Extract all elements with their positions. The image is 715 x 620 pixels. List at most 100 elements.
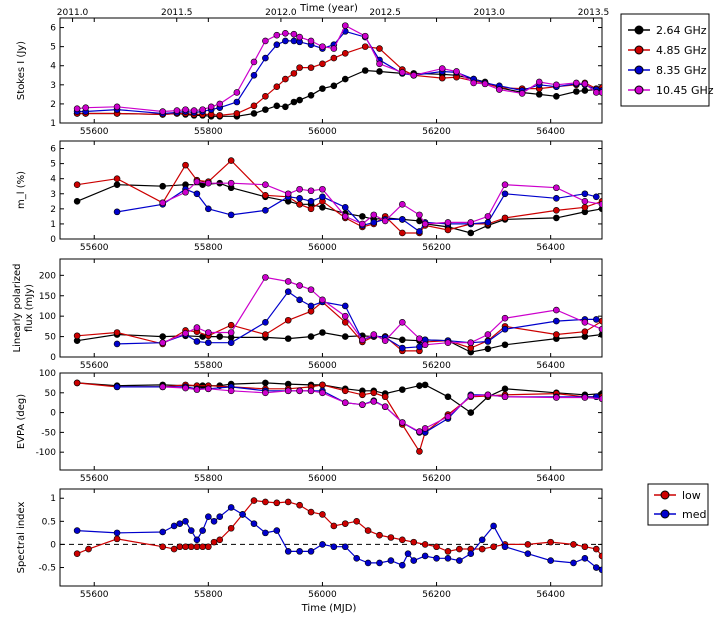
y-tick-label: 50: [45, 333, 57, 343]
data-point: [319, 185, 326, 193]
data-point: [416, 335, 423, 342]
data-point: [319, 204, 326, 211]
y-tick-label: 3: [50, 190, 56, 200]
data-point: [444, 339, 452, 347]
data-point: [319, 389, 326, 397]
data-point: [399, 386, 406, 393]
data-point: [262, 529, 269, 537]
data-point: [210, 518, 218, 525]
data-point: [433, 554, 440, 562]
y-tick-label: 0.5: [42, 517, 56, 527]
series-10-45-ghz: [159, 178, 602, 228]
data-point: [199, 106, 206, 113]
data-point: [73, 198, 81, 205]
x-tick-label: 55600: [80, 361, 109, 371]
data-point: [598, 89, 602, 96]
y-axis-label: m_l (%): [16, 171, 27, 209]
data-point: [438, 74, 446, 82]
data-point: [193, 178, 201, 186]
data-point: [553, 331, 560, 338]
data-point: [284, 316, 292, 324]
data-point: [273, 527, 281, 534]
data-point: [159, 383, 166, 391]
data-point: [484, 219, 492, 226]
series-line: [77, 382, 602, 453]
data-point: [227, 387, 235, 395]
data-point: [573, 88, 580, 95]
data-point: [553, 317, 560, 325]
data-point: [296, 548, 303, 555]
data-point: [176, 520, 184, 527]
data-point: [361, 43, 369, 50]
x-tick-label: 56000: [308, 361, 337, 371]
data-point: [421, 552, 429, 560]
series-line: [76, 182, 602, 234]
data-point: [113, 181, 121, 189]
data-point: [205, 543, 212, 551]
data-point: [535, 91, 543, 98]
data-point: [410, 538, 418, 546]
data-point: [501, 325, 509, 333]
data-point: [370, 331, 378, 338]
data-point: [73, 105, 81, 112]
y-tick-label: 0: [50, 353, 56, 363]
series-line: [76, 499, 602, 557]
bottom-axis-label: Time (MJD): [301, 603, 357, 614]
data-point: [547, 557, 554, 564]
panel-polarization_degree: 0 1 2 3 4 5 6 55600 55800 56000 56200 56400 m_l (%): [16, 140, 603, 253]
data-point: [193, 536, 201, 544]
legend-entry-835: 8.35 GHz: [628, 64, 707, 77]
data-point: [524, 550, 532, 557]
data-point: [296, 201, 303, 208]
data-point: [159, 182, 166, 190]
data-point: [205, 385, 212, 393]
data-point: [250, 102, 258, 110]
data-point: [176, 543, 184, 551]
data-point: [553, 92, 560, 100]
data-point: [573, 79, 580, 87]
axes-frame: [59, 258, 603, 358]
data-point: [421, 220, 429, 228]
x-tick-label: 56400: [536, 474, 565, 484]
data-point: [592, 545, 600, 553]
data-point: [173, 107, 181, 114]
data-point: [553, 207, 560, 214]
data-point: [433, 543, 440, 551]
data-point: [364, 527, 372, 534]
legend-label-485: 4.85 GHz: [656, 44, 707, 57]
series-low: [73, 497, 602, 560]
data-point: [399, 318, 406, 326]
data-point: [501, 314, 509, 322]
data-point: [399, 561, 406, 569]
data-point: [444, 548, 452, 555]
data-point: [296, 96, 303, 104]
year-tick-label: 2011.5: [161, 8, 193, 18]
data-point: [262, 331, 269, 338]
data-point: [319, 329, 326, 336]
series-2-64-ghz: [73, 329, 602, 356]
y-tick-label: 6: [50, 145, 56, 155]
data-point: [250, 71, 258, 79]
data-point: [416, 228, 423, 235]
data-point: [307, 548, 315, 555]
data-point: [193, 543, 201, 551]
x-tick-label: 55600: [80, 590, 109, 600]
data-point: [205, 339, 212, 347]
data-point: [319, 296, 326, 304]
data-point: [193, 190, 201, 198]
legend-label-264: 2.64 GHz: [656, 24, 707, 37]
data-point: [262, 54, 269, 62]
data-point: [113, 383, 121, 391]
data-point: [262, 37, 269, 45]
data-point: [319, 43, 326, 50]
data-point: [187, 527, 195, 534]
legend-label-med: med: [682, 508, 706, 521]
data-point: [381, 403, 389, 410]
data-point: [113, 529, 121, 537]
data-point: [399, 344, 406, 352]
data-point: [205, 513, 212, 521]
y-tick-label: 3: [50, 81, 56, 91]
legend-entry-485: 4.85 GHz: [628, 44, 707, 57]
data-point: [296, 296, 303, 304]
data-point: [484, 331, 492, 338]
